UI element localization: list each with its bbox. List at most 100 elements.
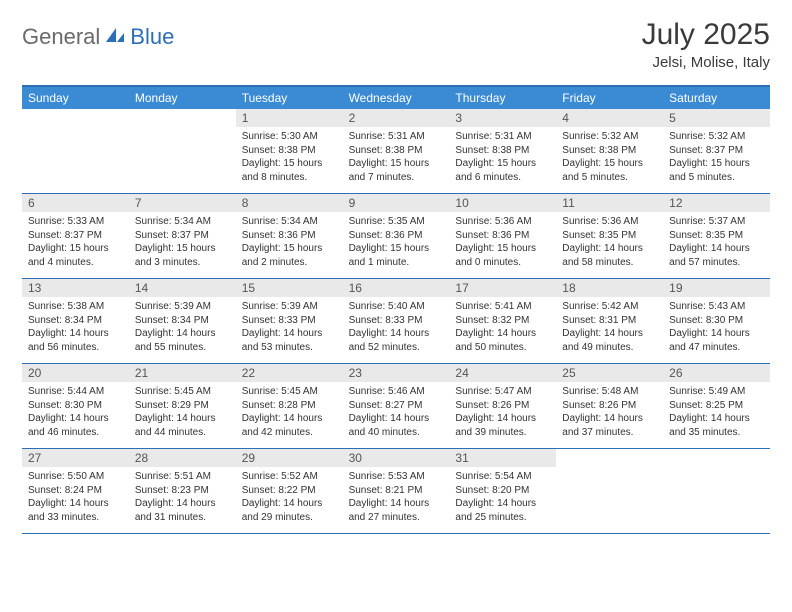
title-block: July 2025 Jelsi, Molise, Italy <box>642 18 770 71</box>
day-cell: 21Sunrise: 5:45 AMSunset: 8:29 PMDayligh… <box>129 364 236 448</box>
day-cell: 24Sunrise: 5:47 AMSunset: 8:26 PMDayligh… <box>449 364 556 448</box>
day-number: 7 <box>129 194 236 212</box>
sunrise-line: Sunrise: 5:31 AM <box>349 130 444 144</box>
day-cell: 7Sunrise: 5:34 AMSunset: 8:37 PMDaylight… <box>129 194 236 278</box>
sunrise-line: Sunrise: 5:51 AM <box>135 470 230 484</box>
daylight-line: Daylight: 14 hours and 56 minutes. <box>28 327 123 354</box>
sunrise-line: Sunrise: 5:35 AM <box>349 215 444 229</box>
weekday-header: Wednesday <box>343 87 450 109</box>
sunrise-line: Sunrise: 5:34 AM <box>135 215 230 229</box>
day-cell: 1Sunrise: 5:30 AMSunset: 8:38 PMDaylight… <box>236 109 343 193</box>
sunrise-line: Sunrise: 5:31 AM <box>455 130 550 144</box>
day-cell: 28Sunrise: 5:51 AMSunset: 8:23 PMDayligh… <box>129 449 236 533</box>
sunset-line: Sunset: 8:24 PM <box>28 484 123 498</box>
sunrise-line: Sunrise: 5:47 AM <box>455 385 550 399</box>
sunset-line: Sunset: 8:33 PM <box>242 314 337 328</box>
day-details: Sunrise: 5:31 AMSunset: 8:38 PMDaylight:… <box>343 127 450 188</box>
sunset-line: Sunset: 8:30 PM <box>28 399 123 413</box>
weekday-header: Saturday <box>663 87 770 109</box>
sunset-line: Sunset: 8:30 PM <box>669 314 764 328</box>
day-details: Sunrise: 5:43 AMSunset: 8:30 PMDaylight:… <box>663 297 770 358</box>
logo-text-general: General <box>22 24 100 50</box>
day-number: 30 <box>343 449 450 467</box>
day-number: 4 <box>556 109 663 127</box>
day-details: Sunrise: 5:39 AMSunset: 8:33 PMDaylight:… <box>236 297 343 358</box>
sunset-line: Sunset: 8:35 PM <box>669 229 764 243</box>
sunset-line: Sunset: 8:37 PM <box>669 144 764 158</box>
daylight-line: Daylight: 14 hours and 55 minutes. <box>135 327 230 354</box>
calendar: SundayMondayTuesdayWednesdayThursdayFrid… <box>22 85 770 534</box>
daylight-line: Daylight: 14 hours and 53 minutes. <box>242 327 337 354</box>
day-number: 22 <box>236 364 343 382</box>
day-details: Sunrise: 5:40 AMSunset: 8:33 PMDaylight:… <box>343 297 450 358</box>
sunset-line: Sunset: 8:36 PM <box>455 229 550 243</box>
day-cell: 15Sunrise: 5:39 AMSunset: 8:33 PMDayligh… <box>236 279 343 363</box>
daylight-line: Daylight: 14 hours and 46 minutes. <box>28 412 123 439</box>
sunset-line: Sunset: 8:26 PM <box>562 399 657 413</box>
logo-text-blue: Blue <box>130 24 174 50</box>
sunset-line: Sunset: 8:34 PM <box>28 314 123 328</box>
day-number: 31 <box>449 449 556 467</box>
day-details: Sunrise: 5:46 AMSunset: 8:27 PMDaylight:… <box>343 382 450 443</box>
sunset-line: Sunset: 8:27 PM <box>349 399 444 413</box>
daylight-line: Daylight: 14 hours and 52 minutes. <box>349 327 444 354</box>
sunrise-line: Sunrise: 5:53 AM <box>349 470 444 484</box>
day-cell: 9Sunrise: 5:35 AMSunset: 8:36 PMDaylight… <box>343 194 450 278</box>
daylight-line: Daylight: 15 hours and 8 minutes. <box>242 157 337 184</box>
day-details: Sunrise: 5:37 AMSunset: 8:35 PMDaylight:… <box>663 212 770 273</box>
day-cell: 13Sunrise: 5:38 AMSunset: 8:34 PMDayligh… <box>22 279 129 363</box>
sunrise-line: Sunrise: 5:34 AM <box>242 215 337 229</box>
sunset-line: Sunset: 8:29 PM <box>135 399 230 413</box>
day-cell: 8Sunrise: 5:34 AMSunset: 8:36 PMDaylight… <box>236 194 343 278</box>
day-cell: 20Sunrise: 5:44 AMSunset: 8:30 PMDayligh… <box>22 364 129 448</box>
day-details: Sunrise: 5:36 AMSunset: 8:36 PMDaylight:… <box>449 212 556 273</box>
daylight-line: Daylight: 14 hours and 33 minutes. <box>28 497 123 524</box>
sunrise-line: Sunrise: 5:32 AM <box>562 130 657 144</box>
day-details: Sunrise: 5:31 AMSunset: 8:38 PMDaylight:… <box>449 127 556 188</box>
sunset-line: Sunset: 8:32 PM <box>455 314 550 328</box>
sunset-line: Sunset: 8:28 PM <box>242 399 337 413</box>
daylight-line: Daylight: 14 hours and 49 minutes. <box>562 327 657 354</box>
day-number: 8 <box>236 194 343 212</box>
day-number: 15 <box>236 279 343 297</box>
weekday-header: Monday <box>129 87 236 109</box>
day-number: 5 <box>663 109 770 127</box>
day-number: 10 <box>449 194 556 212</box>
logo: General Blue <box>22 18 174 50</box>
week-row: 27Sunrise: 5:50 AMSunset: 8:24 PMDayligh… <box>22 449 770 534</box>
day-details: Sunrise: 5:54 AMSunset: 8:20 PMDaylight:… <box>449 467 556 528</box>
day-details: Sunrise: 5:49 AMSunset: 8:25 PMDaylight:… <box>663 382 770 443</box>
day-details: Sunrise: 5:41 AMSunset: 8:32 PMDaylight:… <box>449 297 556 358</box>
sunrise-line: Sunrise: 5:32 AM <box>669 130 764 144</box>
sunrise-line: Sunrise: 5:48 AM <box>562 385 657 399</box>
day-number: 21 <box>129 364 236 382</box>
daylight-line: Daylight: 14 hours and 25 minutes. <box>455 497 550 524</box>
daylight-line: Daylight: 15 hours and 4 minutes. <box>28 242 123 269</box>
daylight-line: Daylight: 14 hours and 37 minutes. <box>562 412 657 439</box>
sunrise-line: Sunrise: 5:33 AM <box>28 215 123 229</box>
day-cell: 25Sunrise: 5:48 AMSunset: 8:26 PMDayligh… <box>556 364 663 448</box>
day-number: 13 <box>22 279 129 297</box>
empty-day-cell <box>556 449 663 533</box>
day-details: Sunrise: 5:45 AMSunset: 8:29 PMDaylight:… <box>129 382 236 443</box>
daylight-line: Daylight: 14 hours and 47 minutes. <box>669 327 764 354</box>
sunset-line: Sunset: 8:38 PM <box>242 144 337 158</box>
day-number: 18 <box>556 279 663 297</box>
sunrise-line: Sunrise: 5:43 AM <box>669 300 764 314</box>
sunset-line: Sunset: 8:20 PM <box>455 484 550 498</box>
sunset-line: Sunset: 8:22 PM <box>242 484 337 498</box>
day-cell: 3Sunrise: 5:31 AMSunset: 8:38 PMDaylight… <box>449 109 556 193</box>
weekday-header-row: SundayMondayTuesdayWednesdayThursdayFrid… <box>22 87 770 109</box>
empty-day-cell <box>129 109 236 193</box>
daylight-line: Daylight: 15 hours and 6 minutes. <box>455 157 550 184</box>
sunset-line: Sunset: 8:26 PM <box>455 399 550 413</box>
day-cell: 31Sunrise: 5:54 AMSunset: 8:20 PMDayligh… <box>449 449 556 533</box>
sunset-line: Sunset: 8:33 PM <box>349 314 444 328</box>
day-cell: 2Sunrise: 5:31 AMSunset: 8:38 PMDaylight… <box>343 109 450 193</box>
daylight-line: Daylight: 14 hours and 44 minutes. <box>135 412 230 439</box>
weekday-header: Friday <box>556 87 663 109</box>
day-number: 26 <box>663 364 770 382</box>
day-details: Sunrise: 5:32 AMSunset: 8:37 PMDaylight:… <box>663 127 770 188</box>
day-number: 28 <box>129 449 236 467</box>
day-details: Sunrise: 5:52 AMSunset: 8:22 PMDaylight:… <box>236 467 343 528</box>
